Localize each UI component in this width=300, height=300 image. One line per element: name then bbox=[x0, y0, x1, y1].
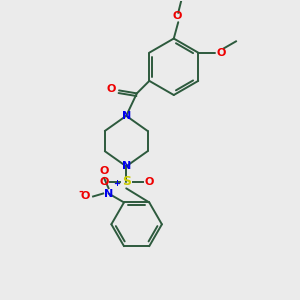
Text: O: O bbox=[106, 84, 116, 94]
Text: N: N bbox=[104, 188, 113, 199]
Text: O: O bbox=[99, 177, 108, 187]
Text: +: + bbox=[114, 179, 121, 188]
Text: O: O bbox=[216, 48, 225, 58]
Text: N: N bbox=[122, 161, 131, 171]
Text: O: O bbox=[81, 191, 90, 202]
Text: -: - bbox=[78, 187, 83, 197]
Text: N: N bbox=[122, 111, 131, 121]
Text: S: S bbox=[122, 175, 131, 188]
Text: O: O bbox=[172, 11, 182, 21]
Text: O: O bbox=[99, 166, 109, 176]
Text: O: O bbox=[144, 177, 153, 187]
